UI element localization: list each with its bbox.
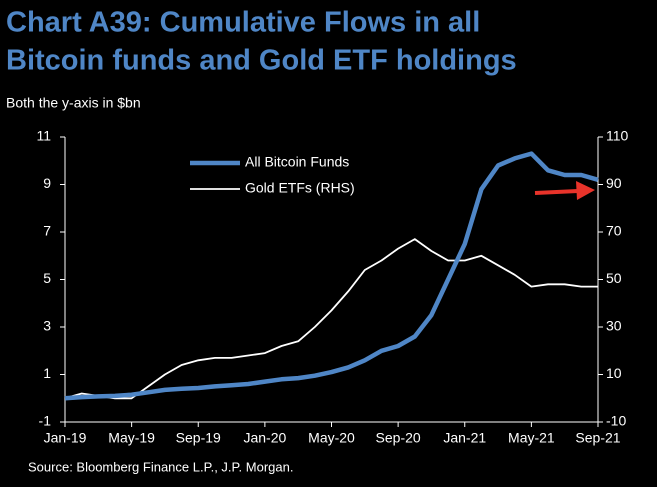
y-tick-label: 11 [36,128,51,144]
x-tick-label: Jan-20 [243,430,286,446]
y-tick-label: -1 [39,413,52,429]
y2-tick-label: 50 [606,270,622,286]
y-tick-label: 3 [43,318,51,334]
y2-tick-label: 10 [606,365,622,381]
y-tick-label: 1 [43,365,51,381]
y-tick-label: 7 [43,223,51,239]
series-line [64,238,598,400]
source: Source: Bloomberg Finance L.P., J.P. Mor… [28,459,293,474]
x-tick-label: Jan-19 [44,430,87,446]
series-line [64,151,599,401]
y2-tick-label: 70 [606,223,622,239]
x-tick-label: Sep-21 [575,430,620,446]
x-tick-label: Sep-19 [176,430,221,446]
legend-label: All Bitcoin Funds [245,154,349,170]
subtitle: Both the y-axis in $bn [6,95,141,111]
y-tick-label: 5 [43,270,51,286]
y2-tick-label: 110 [606,128,629,144]
x-tick-label: May-21 [508,430,555,446]
y2-tick-label: 90 [606,175,622,191]
chart-title: Bitcoin funds and Gold ETF holdings [6,45,517,77]
y-tick-label: 9 [43,175,51,191]
y2-tick-label: -10 [606,413,626,429]
x-tick-label: May-20 [308,430,355,446]
x-tick-label: Sep-20 [376,430,421,446]
chart-title: Chart A39: Cumulative Flows in all [6,7,480,39]
legend-label: Gold ETFs (RHS) [245,180,355,196]
x-tick-label: May-19 [108,430,155,446]
y2-tick-label: 30 [606,318,622,334]
x-tick-label: Jan-21 [443,430,486,446]
annotation-arrow [534,181,595,200]
